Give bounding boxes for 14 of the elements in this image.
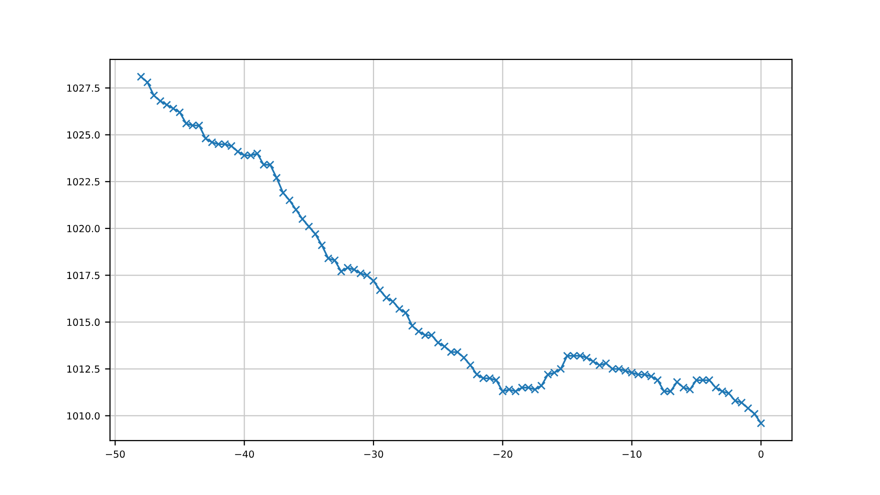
x-tick-label: −40 [235, 450, 254, 458]
y-tick-label: 1022.5 [67, 178, 100, 186]
x-tick-label: 0 [758, 450, 764, 458]
y-tick-label: 1020.0 [67, 224, 100, 232]
x-tick-label: −30 [364, 450, 384, 458]
x-tick-label: −50 [106, 450, 125, 458]
y-tick-label: 1015.0 [67, 318, 100, 326]
x-tick-label: −10 [622, 450, 642, 458]
y-tick-label: 1027.5 [67, 84, 100, 92]
y-tick-label: 1010.0 [67, 412, 100, 420]
y-tick-label: 1012.5 [67, 365, 100, 373]
y-tick-label: 1025.0 [67, 131, 100, 139]
y-tick-label: 1017.5 [67, 272, 100, 280]
x-tick-label: −20 [493, 450, 512, 458]
